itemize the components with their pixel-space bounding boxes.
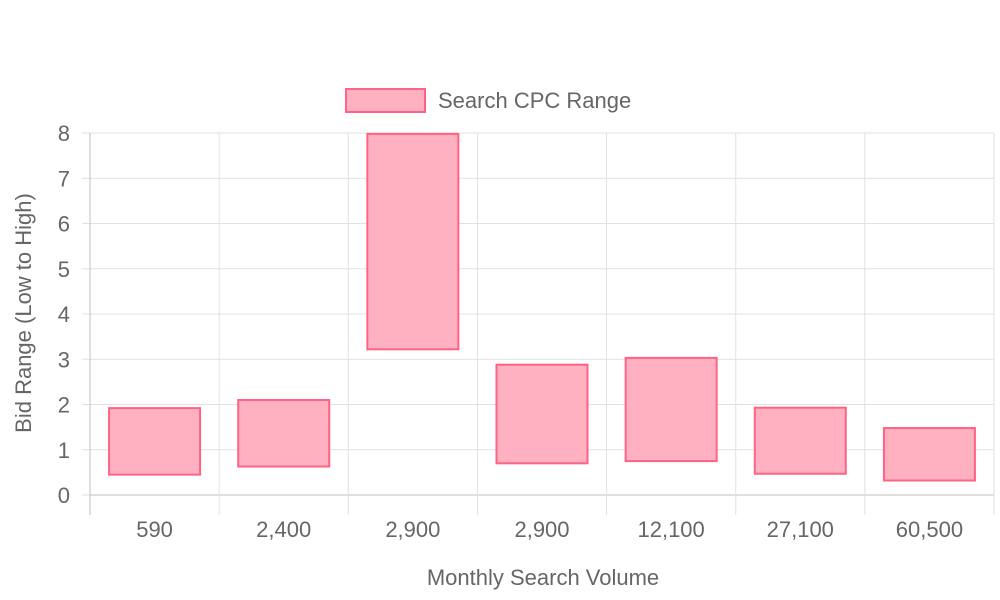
x-tick-label: 12,100 <box>637 517 704 542</box>
y-tick-label: 1 <box>58 438 70 463</box>
axes: 0 1 2 3 4 5 6 7 8 590 2,400 2,900 2,900 12,100 27,100 6… <box>58 121 963 542</box>
range-bar[interactable] <box>495 363 589 465</box>
range-bar[interactable] <box>753 406 847 475</box>
range-bar[interactable] <box>366 132 460 351</box>
x-axis-title: Monthly Search Volume <box>427 565 659 590</box>
range-bar[interactable] <box>108 407 202 476</box>
range-bar[interactable] <box>882 427 976 482</box>
x-tick-label: 2,400 <box>256 517 311 542</box>
y-tick-label: 8 <box>58 121 70 146</box>
legend-label[interactable]: Search CPC Range <box>438 88 631 113</box>
x-tick-label: 2,900 <box>385 517 440 542</box>
range-bar[interactable] <box>624 356 718 463</box>
y-tick-label: 6 <box>58 212 70 237</box>
range-bar[interactable] <box>237 398 331 468</box>
y-axis-title: Bid Range (Low to High) <box>11 193 36 433</box>
legend-swatch[interactable] <box>345 88 426 113</box>
y-tick-label: 0 <box>58 483 70 508</box>
x-tick-label: 2,900 <box>514 517 569 542</box>
x-tick-label: 60,500 <box>896 517 963 542</box>
y-tick-label: 2 <box>58 393 70 418</box>
x-tick-label: 27,100 <box>767 517 834 542</box>
y-tick-label: 7 <box>58 166 70 191</box>
y-tick-label: 4 <box>58 302 70 327</box>
legend[interactable]: Search CPC Range <box>345 88 631 113</box>
bars <box>108 132 976 482</box>
y-tick-label: 5 <box>58 257 70 282</box>
y-tick-label: 3 <box>58 347 70 372</box>
x-tick-label: 590 <box>136 517 173 542</box>
